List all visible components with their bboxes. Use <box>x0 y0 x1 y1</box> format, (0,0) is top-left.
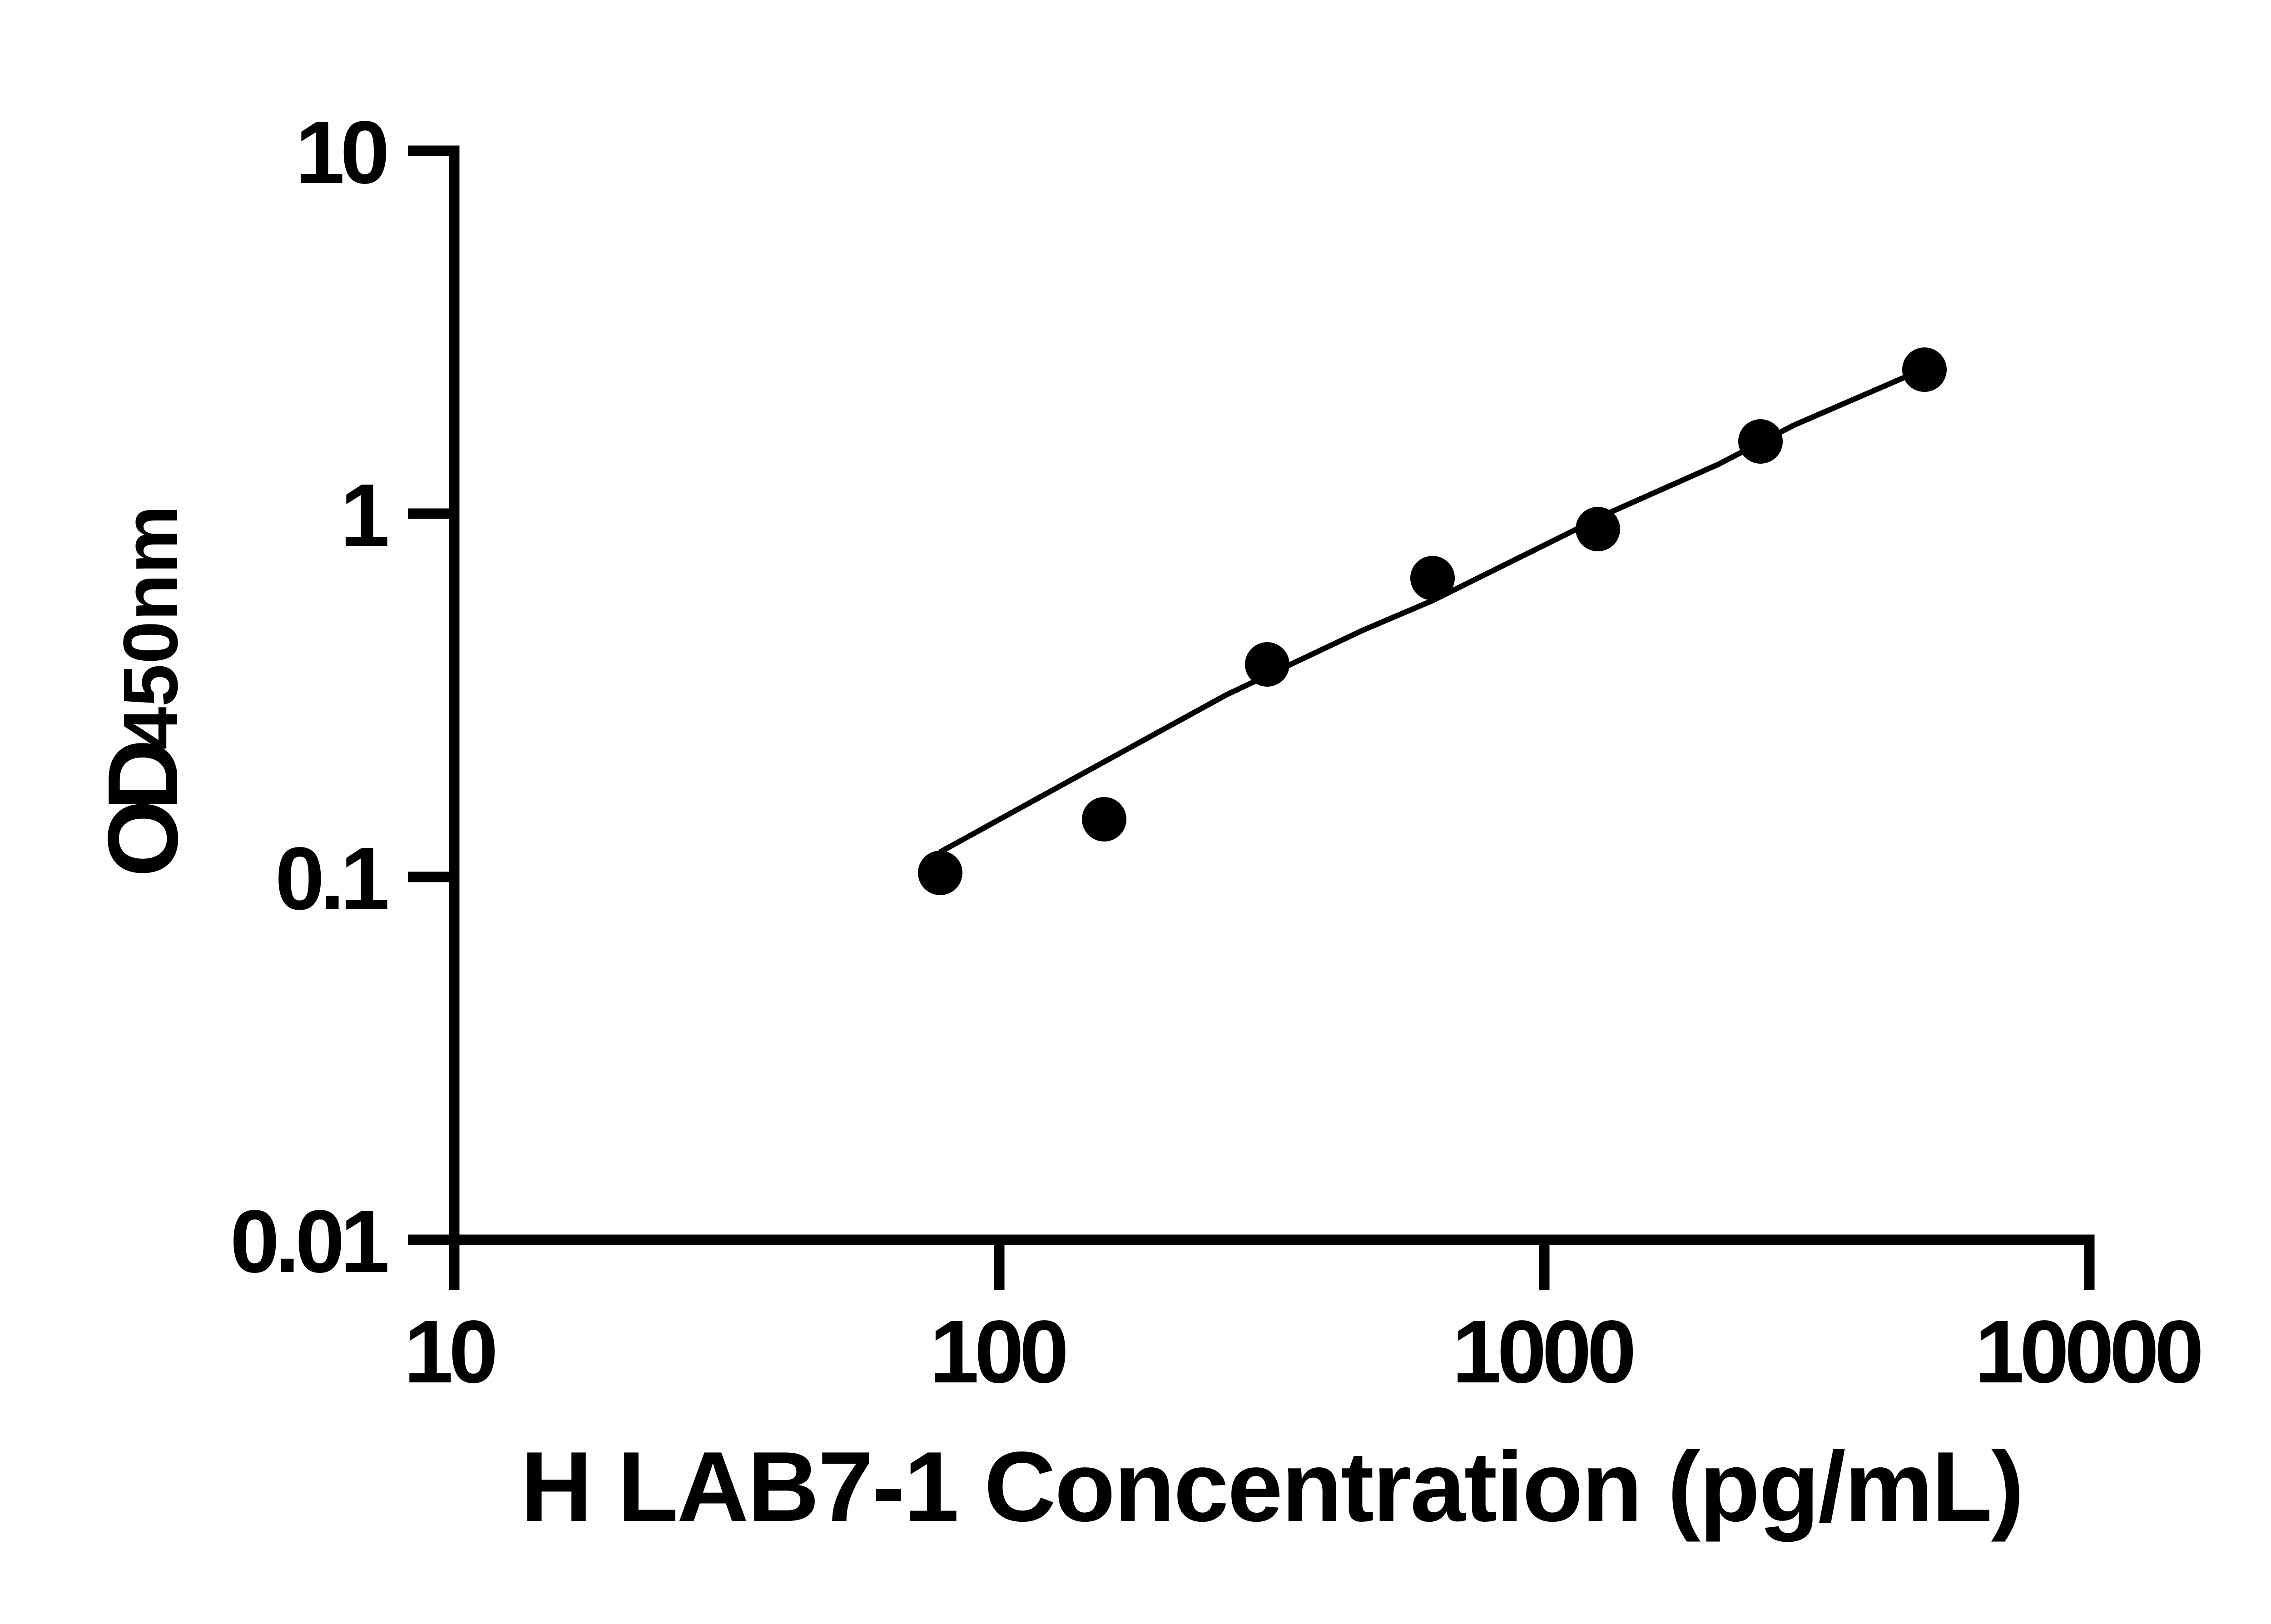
svg-text:1: 1 <box>340 465 387 565</box>
svg-text:10: 10 <box>404 1302 495 1401</box>
svg-text:100: 100 <box>929 1302 1065 1401</box>
svg-text:10: 10 <box>295 103 386 202</box>
svg-text:0.1: 0.1 <box>275 829 387 928</box>
svg-text:0.01: 0.01 <box>230 1192 387 1291</box>
svg-text:1000: 1000 <box>1452 1302 1633 1401</box>
svg-text:10000: 10000 <box>1974 1302 2200 1401</box>
svg-text:H LAB7-1 Concentration (pg/mL): H LAB7-1 Concentration (pg/mL) <box>521 1431 2023 1542</box>
